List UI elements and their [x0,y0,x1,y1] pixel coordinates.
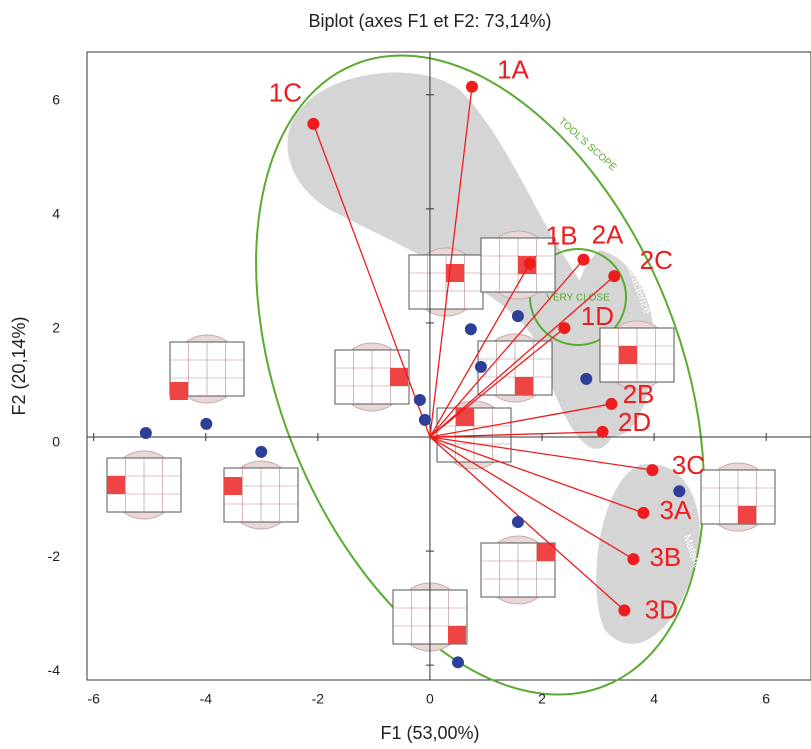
vector [429,259,584,438]
y-axis-label: F2 (20,14%) [9,316,29,415]
vector [429,275,615,438]
vector-point [523,257,536,270]
y-tick-label: 2 [52,320,60,336]
vector-point [637,506,650,519]
vector-point [646,464,659,477]
vector-label: 1B [546,220,578,250]
x-axis-label: F1 (53,00%) [380,723,479,743]
vector-label: 1D [581,301,614,331]
vector-point [608,270,621,283]
vector-label: 3D [645,594,678,624]
vector-point [618,604,631,617]
vector-label: 2A [592,219,624,249]
tool-scope [255,54,705,696]
chart-title: Biplot (axes F1 et F2: 73,14%) [308,11,551,31]
vector [429,431,603,438]
x-tick-label: -6 [87,691,100,707]
x-tick-label: -4 [200,691,213,707]
vector-label: 3C [672,450,705,480]
vector-label: 1C [269,78,302,108]
observation-point [511,516,524,529]
vector-point [558,322,571,335]
vector [312,123,431,438]
vector-point [307,117,320,130]
vector-label: 3B [649,542,681,572]
y-tick-label: -2 [48,548,61,564]
observation-point [200,417,213,430]
annotation: VERY CLOSE [546,293,610,304]
vector-point [577,253,590,266]
materialize-zone [596,463,700,644]
vector [429,327,565,438]
observation-point [255,445,268,458]
vector-label: 3A [660,495,692,525]
vector-label: 2D [618,407,651,437]
observation-point [511,310,524,323]
x-tick-label: 6 [762,691,770,707]
y-tick-label: -4 [48,662,61,678]
observation-point [413,393,426,406]
vector-label: 2C [640,245,673,275]
vector-point [465,80,478,93]
observation-point [139,427,152,440]
x-tick-label: -2 [312,691,325,707]
y-tick-label: 6 [52,91,60,107]
observation-point [673,485,686,498]
observation-point [464,323,477,336]
vector [429,263,531,438]
vector-point [596,425,609,438]
y-tick-label: 0 [52,434,60,450]
observation-point [418,413,431,426]
observation-point [580,372,593,385]
vector [429,436,625,611]
vector-label: 1A [497,55,529,85]
x-tick-label: 0 [426,691,434,707]
vector [429,86,473,438]
vector [429,436,644,514]
vector-label: 2B [623,379,655,409]
vector-point [605,397,618,410]
y-tick-label: 4 [52,206,60,222]
vector [429,403,612,438]
x-tick-label: 2 [538,691,546,707]
observation-point [474,360,487,373]
observation-point [451,656,464,669]
vector [429,436,634,560]
vector-point [627,553,640,566]
vector [429,436,653,471]
x-tick-label: 4 [650,691,658,707]
